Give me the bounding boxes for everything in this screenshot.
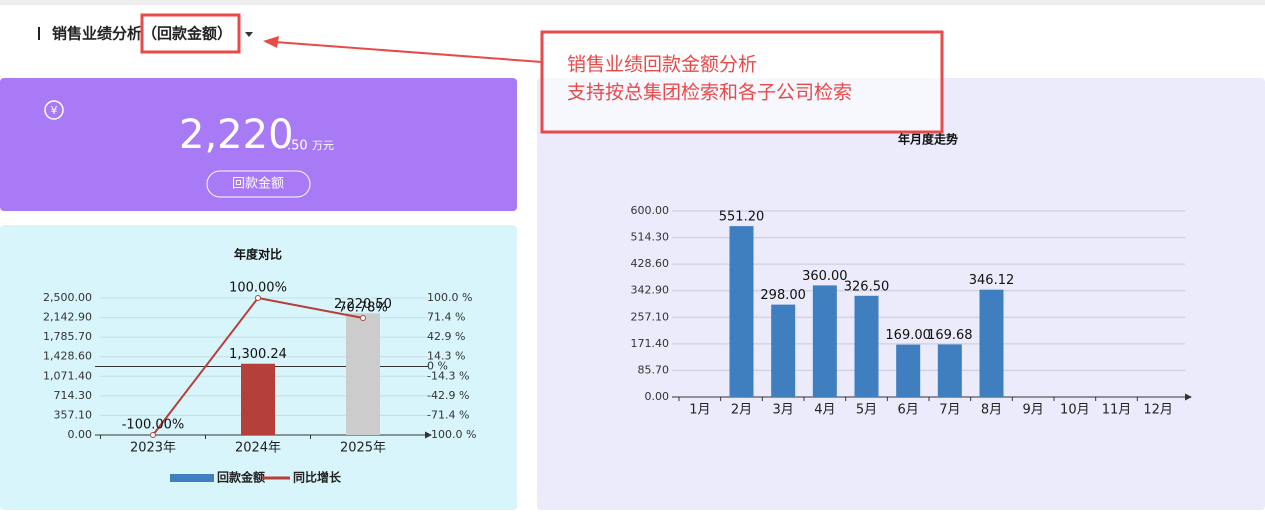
y-tick-label: 714.30 <box>54 389 93 402</box>
y-tick-label: 2,142.90 <box>43 311 92 324</box>
bar <box>896 344 921 397</box>
line-point <box>360 315 366 322</box>
data-label: 326.50 <box>844 279 890 294</box>
x-tick-label: 12月 <box>1143 403 1173 418</box>
data-label: 70.78% <box>338 301 388 316</box>
y-tick-label: 357.10 <box>54 408 93 421</box>
x-tick-label: 6月 <box>898 403 919 418</box>
data-label: 360.00 <box>802 269 848 284</box>
data-label: 2,220.50 <box>334 297 392 312</box>
y2-tick-label: 100.0 % <box>427 291 472 304</box>
money-icon-glyph: ¥ <box>51 104 58 117</box>
x-tick-label: 7月 <box>939 403 960 418</box>
bar <box>346 313 380 435</box>
y-tick-label: 1,428.60 <box>43 350 92 363</box>
data-label: 169.00 <box>885 328 931 343</box>
header-filter[interactable]: （回款金额） <box>142 25 232 43</box>
bar <box>979 289 1004 397</box>
y-tick-label: 600.00 <box>631 204 670 217</box>
y-tick-label: 0.00 <box>68 428 93 441</box>
y2-tick-label: 71.4 % <box>427 311 465 324</box>
x-tick-label: 2025年 <box>340 441 386 456</box>
legend-swatch <box>170 474 214 482</box>
x-tick-label: 2024年 <box>235 441 281 456</box>
y-tick-label: 1,071.40 <box>43 369 92 382</box>
header-title: 销售业绩分析 <box>52 25 142 43</box>
bar <box>937 344 962 397</box>
summary-card <box>0 78 517 211</box>
x-tick-label: 2月 <box>731 403 752 418</box>
annotation-line: 支持按总集团检索和各子公司检索 <box>567 82 852 104</box>
y-tick-label: 1,785.70 <box>43 330 92 343</box>
y-tick-label: 514.30 <box>631 231 670 244</box>
summary-unit: 万元 <box>312 139 334 152</box>
x-tick-label: 5月 <box>856 403 877 418</box>
y-tick-label: 171.40 <box>631 337 670 350</box>
y-tick-label: 342.90 <box>631 284 670 297</box>
x-axis-arrow <box>425 431 432 439</box>
legend-label: 回款金额 <box>217 470 265 485</box>
chart-title: 年度对比 <box>234 247 282 262</box>
y2-tick-label: -100.0 % <box>427 428 476 441</box>
x-tick-label: 10月 <box>1060 403 1090 418</box>
highlight-box <box>140 13 241 54</box>
bar <box>771 304 796 397</box>
data-label: 551.20 <box>719 210 765 225</box>
y-tick-label: 0.00 <box>645 390 670 403</box>
annotation-arrowhead <box>263 36 279 48</box>
bar <box>812 285 837 397</box>
legend-label: 同比增长 <box>293 470 342 485</box>
line-point <box>255 295 261 301</box>
x-tick-label: 11月 <box>1102 403 1132 418</box>
summary-button-label[interactable]: 回款金额 <box>232 176 284 192</box>
y2-tick-label: -42.9 % <box>427 389 469 402</box>
top-strip <box>0 0 1265 5</box>
y2-tick-label: -71.4 % <box>427 408 469 421</box>
x-axis-arrow <box>1185 393 1192 401</box>
trend-card <box>537 78 1265 510</box>
annotation-line: 销售业绩回款金额分析 <box>567 54 757 76</box>
x-tick-label: 8月 <box>981 403 1002 418</box>
x-tick-label: 2023年 <box>130 441 176 456</box>
header-bar <box>38 27 40 40</box>
bar <box>854 295 879 397</box>
dropdown-caret[interactable] <box>245 32 253 37</box>
chart-title: 年月度走势 <box>898 132 958 147</box>
summary-decimal: .50 <box>287 139 308 154</box>
y-tick-label: 428.60 <box>631 257 670 270</box>
y2-tick-label: 42.9 % <box>427 330 465 343</box>
y2-tick-label: -14.3 % <box>427 369 469 382</box>
annotation-arrow <box>274 41 543 63</box>
money-icon <box>44 100 64 120</box>
summary-value: 2,220 <box>179 112 294 158</box>
summary-button[interactable] <box>206 170 311 198</box>
y-tick-label: 257.10 <box>631 310 670 323</box>
x-tick-label: 1月 <box>689 403 710 418</box>
y2-tick-label: 0 % <box>427 360 448 373</box>
data-label: 1,300.24 <box>229 347 287 362</box>
x-tick-label: 3月 <box>773 403 794 418</box>
data-label: 100.00% <box>229 281 287 296</box>
x-tick-label: 9月 <box>1023 403 1044 418</box>
line-point <box>150 432 156 438</box>
y-tick-label: 2,500.00 <box>43 291 92 304</box>
data-label: -100.00% <box>122 418 185 433</box>
y2-tick-label: 14.3 % <box>427 350 465 363</box>
y-tick-label: 85.70 <box>638 363 670 376</box>
bar <box>729 226 754 397</box>
bar <box>241 363 275 435</box>
data-label: 298.00 <box>760 288 806 303</box>
data-label: 346.12 <box>969 273 1015 288</box>
x-tick-label: 4月 <box>814 403 835 418</box>
data-label: 169.68 <box>927 328 973 343</box>
annotation-box <box>540 30 944 134</box>
